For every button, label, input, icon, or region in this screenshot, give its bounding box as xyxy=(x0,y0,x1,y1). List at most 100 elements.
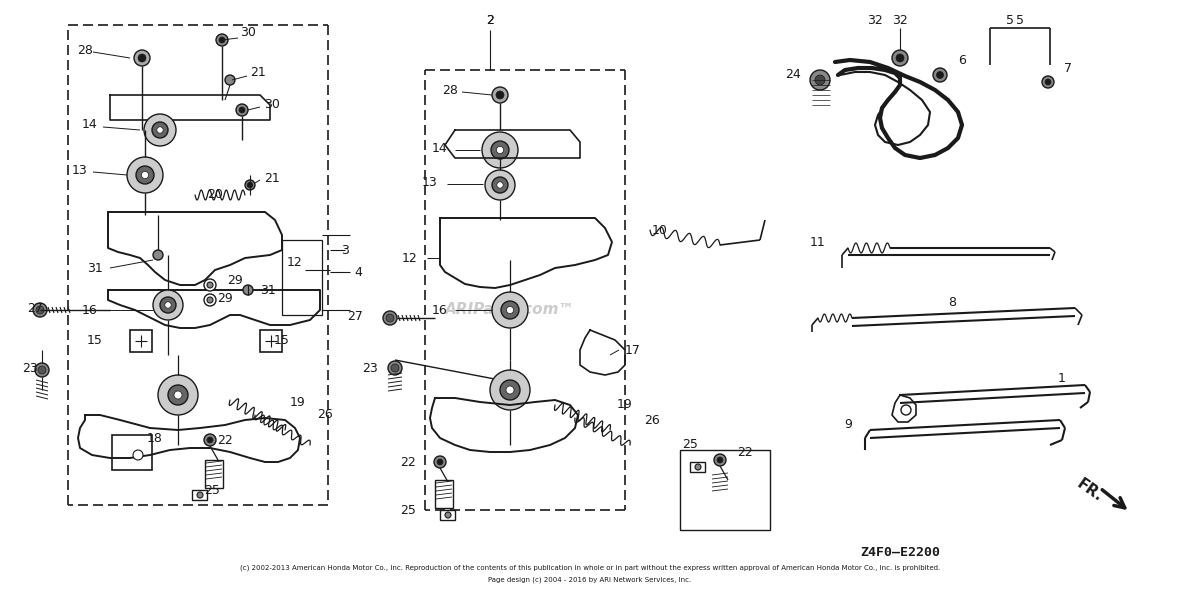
Bar xyxy=(690,462,704,472)
Circle shape xyxy=(492,177,509,193)
Text: 31: 31 xyxy=(87,262,103,274)
Text: 26: 26 xyxy=(317,409,333,422)
Text: FR.: FR. xyxy=(1074,476,1106,504)
Text: 22: 22 xyxy=(217,434,232,446)
Circle shape xyxy=(153,250,163,260)
Circle shape xyxy=(497,147,504,154)
Text: Page design (c) 2004 - 2016 by ARI Network Services, Inc.: Page design (c) 2004 - 2016 by ARI Netwo… xyxy=(489,577,691,583)
Circle shape xyxy=(717,457,723,463)
Text: 11: 11 xyxy=(811,236,826,249)
Text: 16: 16 xyxy=(432,303,448,316)
Text: 17: 17 xyxy=(625,343,641,356)
Circle shape xyxy=(127,157,163,193)
Circle shape xyxy=(165,302,171,308)
Text: 25: 25 xyxy=(682,438,697,452)
Circle shape xyxy=(714,454,726,466)
Text: 5: 5 xyxy=(1007,14,1014,27)
Circle shape xyxy=(506,386,514,394)
Circle shape xyxy=(152,122,168,138)
Circle shape xyxy=(437,459,442,465)
Circle shape xyxy=(219,37,225,43)
Circle shape xyxy=(168,385,188,405)
Circle shape xyxy=(216,34,228,46)
Circle shape xyxy=(157,127,163,133)
Circle shape xyxy=(497,182,503,188)
Text: 24: 24 xyxy=(785,68,801,81)
Text: 21: 21 xyxy=(264,171,280,184)
Circle shape xyxy=(384,311,396,325)
Circle shape xyxy=(809,70,830,90)
Circle shape xyxy=(815,75,825,85)
Circle shape xyxy=(388,361,402,375)
Text: 32: 32 xyxy=(892,14,907,27)
Circle shape xyxy=(142,171,149,178)
Circle shape xyxy=(206,297,214,303)
Text: 28: 28 xyxy=(442,84,458,97)
Bar xyxy=(440,510,455,520)
Bar xyxy=(435,480,453,508)
Text: 26: 26 xyxy=(644,413,660,426)
Circle shape xyxy=(197,492,203,498)
Circle shape xyxy=(247,182,253,188)
Circle shape xyxy=(391,364,399,372)
Text: 22: 22 xyxy=(400,455,415,468)
Circle shape xyxy=(481,132,518,168)
Circle shape xyxy=(695,464,701,470)
Circle shape xyxy=(204,279,216,291)
Circle shape xyxy=(144,114,176,146)
Text: 10: 10 xyxy=(653,223,668,237)
Circle shape xyxy=(243,285,253,295)
Text: 19: 19 xyxy=(617,399,632,412)
Text: 4: 4 xyxy=(354,266,362,279)
Text: 31: 31 xyxy=(260,283,276,296)
Bar xyxy=(282,240,322,315)
Circle shape xyxy=(1045,79,1051,85)
Circle shape xyxy=(204,294,216,306)
Circle shape xyxy=(133,450,143,460)
Text: 30: 30 xyxy=(264,98,280,111)
Circle shape xyxy=(245,180,255,190)
Circle shape xyxy=(937,71,944,78)
Text: 23: 23 xyxy=(22,362,38,375)
Circle shape xyxy=(1042,76,1054,88)
Text: 15: 15 xyxy=(274,333,290,346)
Text: 27: 27 xyxy=(27,302,42,315)
Circle shape xyxy=(500,380,520,400)
Circle shape xyxy=(496,91,504,99)
Text: 3: 3 xyxy=(341,243,349,256)
Text: 25: 25 xyxy=(400,504,415,517)
Bar xyxy=(260,330,282,352)
Text: 29: 29 xyxy=(217,292,232,305)
Text: 7: 7 xyxy=(1064,61,1071,74)
Circle shape xyxy=(38,366,46,374)
Text: 13: 13 xyxy=(422,176,438,188)
Text: 18: 18 xyxy=(148,432,163,445)
Circle shape xyxy=(173,391,182,399)
Circle shape xyxy=(933,68,948,82)
Text: 5: 5 xyxy=(1016,14,1024,27)
Circle shape xyxy=(491,141,509,159)
Circle shape xyxy=(206,437,214,443)
Text: 16: 16 xyxy=(83,303,98,316)
Circle shape xyxy=(35,363,50,377)
Circle shape xyxy=(135,50,150,66)
Circle shape xyxy=(434,456,446,468)
Text: 8: 8 xyxy=(948,296,956,309)
Text: 13: 13 xyxy=(72,164,87,177)
Text: 6: 6 xyxy=(958,54,966,67)
Circle shape xyxy=(506,306,513,313)
Text: Z4F0—E2200: Z4F0—E2200 xyxy=(860,545,940,558)
Circle shape xyxy=(160,297,176,313)
Text: ARIParts.com™: ARIParts.com™ xyxy=(445,303,575,317)
Bar xyxy=(130,330,152,352)
Bar xyxy=(192,490,206,500)
Bar xyxy=(205,460,223,488)
Bar xyxy=(680,450,771,530)
Text: 14: 14 xyxy=(432,141,448,154)
Text: 27: 27 xyxy=(347,309,363,323)
Circle shape xyxy=(236,104,248,116)
Circle shape xyxy=(485,170,514,200)
Text: 28: 28 xyxy=(77,44,93,57)
Circle shape xyxy=(206,282,214,288)
Text: 29: 29 xyxy=(227,273,243,286)
